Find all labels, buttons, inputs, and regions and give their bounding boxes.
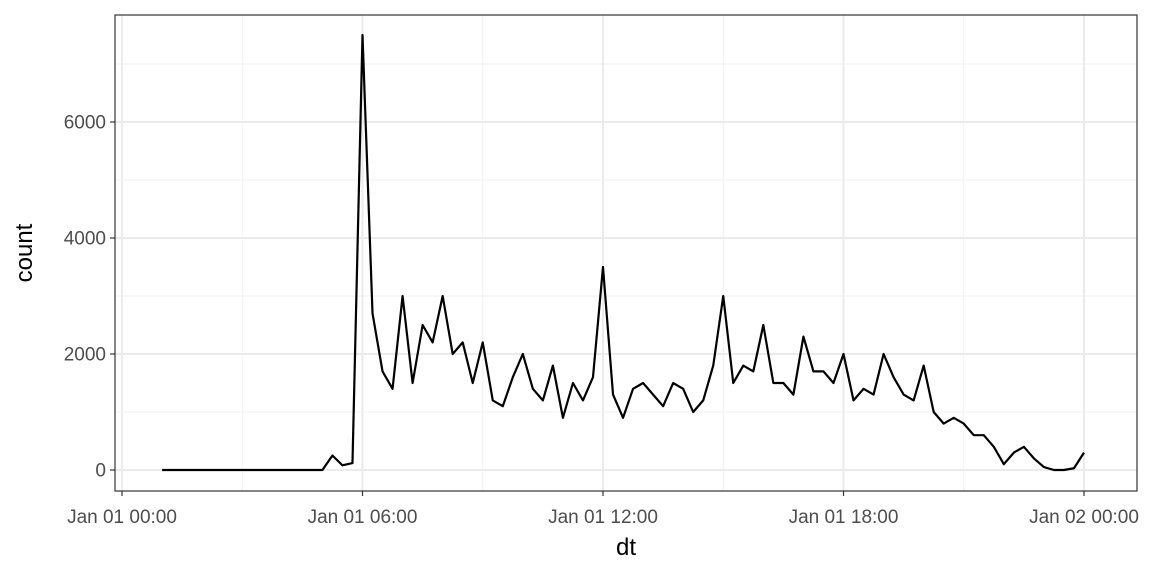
major-gridlines [115, 15, 1137, 491]
y-tick-label: 2000 [64, 345, 106, 366]
series-line [162, 33, 1085, 472]
x-tick-label: Jan 01 12:00 [548, 507, 658, 528]
y-tick-label: 0 [95, 461, 106, 482]
y-tick-label: 6000 [64, 113, 106, 134]
x-tick-label: Jan 01 00:00 [67, 507, 177, 528]
y-tick-label: 4000 [64, 229, 106, 250]
x-tick-label: Jan 01 06:00 [308, 507, 418, 528]
x-axis: Jan 01 00:00 Jan 01 06:00 Jan 01 12:00 Jan … [67, 491, 1139, 528]
plot-panel-border [114, 14, 1138, 492]
x-axis-title: dt [616, 534, 636, 561]
minor-gridlines [115, 15, 1137, 491]
y-axis-title: count [11, 223, 38, 282]
x-tick-label: Jan 02 00:00 [1029, 507, 1139, 528]
x-tick-label: Jan 01 18:00 [789, 507, 899, 528]
y-axis: 0 2000 4000 6000 [64, 113, 115, 482]
